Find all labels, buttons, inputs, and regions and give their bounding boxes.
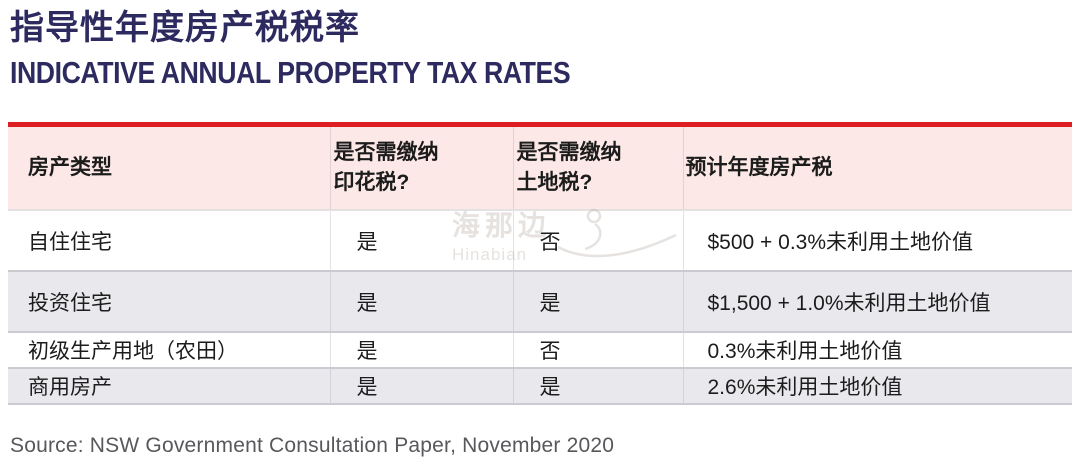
cell-property-type: 商用房产 (8, 368, 331, 404)
column-header-label: 房产类型 (28, 155, 112, 179)
column-header-label: 预计年度房产税 (685, 155, 833, 179)
cell-land-tax: 是 (513, 368, 684, 404)
column-header-stamp-duty: 是否需缴纳印花税? (330, 127, 514, 210)
table-row-primary-production: 初级生产用地（农田） 是 否 0.3%未利用土地价值 (8, 332, 1072, 368)
property-tax-table: 房产类型 是否需缴纳印花税? 是否需缴纳土地税? 预计年度房产税 自住住宅 是 … (8, 127, 1072, 405)
column-header-label: 是否需缴纳 (333, 140, 439, 164)
cell-annual-tax: $500 + 0.3%未利用土地价值 (707, 230, 974, 254)
cell-land-tax: 否 (513, 210, 684, 271)
table-accent-bar (8, 122, 1072, 127)
cell-land-tax: 是 (513, 271, 684, 332)
page-title-en: INDICATIVE ANNUAL PROPERTY TAX RATES (10, 54, 571, 90)
cell-stamp-duty: 是 (330, 210, 514, 271)
page-title-zh: 指导性年度房产税税率 (10, 9, 360, 47)
column-header-annual-tax: 预计年度房产税 (683, 127, 1072, 210)
column-header-label-line2: 印花税? (333, 171, 410, 194)
table-header-row: 房产类型 是否需缴纳印花税? 是否需缴纳土地税? 预计年度房产税 (8, 127, 1072, 210)
table-row-investment: 投资住宅 是 是 $1,500 + 1.0%未利用土地价值 (8, 271, 1072, 332)
page-header: 指导性年度房产税税率 INDICATIVE ANNUAL PROPERTY TA… (10, 7, 661, 88)
column-header-label: 是否需缴纳 (516, 140, 622, 164)
cell-land-tax: 否 (513, 332, 684, 368)
column-header-property-type: 房产类型 (8, 127, 331, 210)
cell-property-type: 投资住宅 (8, 271, 331, 332)
source-caption: Source: NSW Government Consultation Pape… (10, 434, 615, 457)
column-header-label-line2: 土地税? (516, 171, 593, 194)
cell-stamp-duty: 是 (330, 271, 514, 332)
cell-annual-tax: $1,500 + 1.0%未利用土地价值 (707, 291, 991, 315)
cell-annual-tax: 2.6%未利用土地价值 (707, 376, 903, 399)
cell-stamp-duty: 是 (330, 368, 514, 404)
table-row-owner-occupied: 自住住宅 是 否 $500 + 0.3%未利用土地价值 (8, 210, 1072, 271)
cell-property-type: 初级生产用地（农田） (8, 332, 331, 368)
table-row-commercial: 商用房产 是 是 2.6%未利用土地价值 (8, 368, 1072, 404)
column-header-land-tax: 是否需缴纳土地税? (513, 127, 684, 210)
cell-stamp-duty: 是 (330, 332, 514, 368)
cell-property-type: 自住住宅 (8, 210, 331, 271)
cell-annual-tax: 0.3%未利用土地价值 (707, 340, 903, 363)
